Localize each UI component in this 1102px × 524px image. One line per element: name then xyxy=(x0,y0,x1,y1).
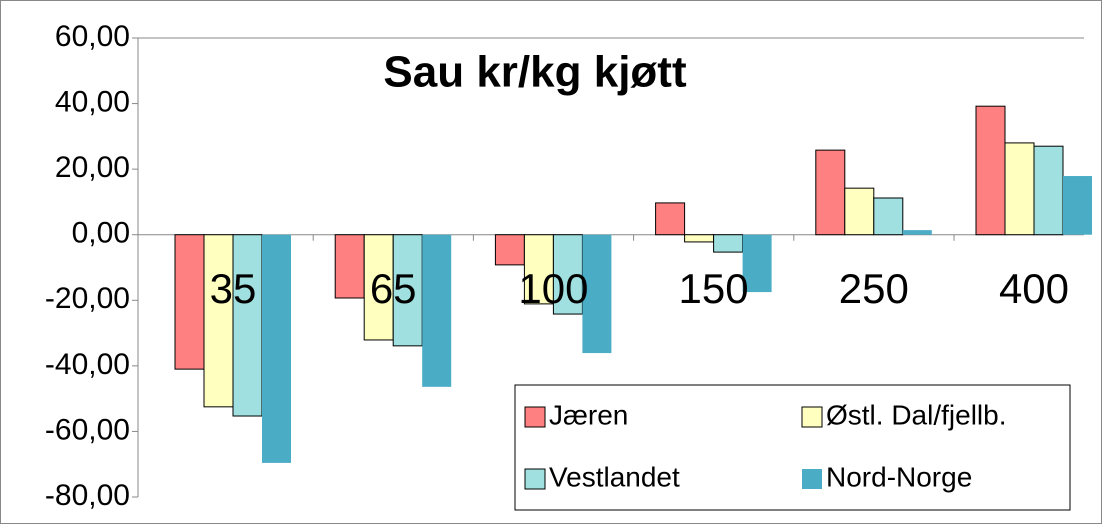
bar xyxy=(174,234,205,370)
y-tick-label: -20,00 xyxy=(45,282,130,315)
legend-label: Nord-Norge xyxy=(826,461,972,492)
x-tick-label: 150 xyxy=(679,265,749,312)
x-tick-label: 100 xyxy=(518,265,588,312)
bar xyxy=(1033,145,1064,236)
legend-label: Vestlandet xyxy=(549,461,680,492)
bar xyxy=(262,234,291,463)
bar xyxy=(713,234,744,253)
bar xyxy=(523,234,554,305)
x-tick-label: 65 xyxy=(370,265,417,312)
bar xyxy=(742,234,772,293)
bar xyxy=(232,234,263,417)
bar xyxy=(1004,142,1035,236)
x-tick-label: 250 xyxy=(839,265,909,312)
bar xyxy=(1063,176,1092,235)
y-tick-label: 40,00 xyxy=(55,85,130,118)
legend-swatch xyxy=(801,406,823,428)
bar xyxy=(203,234,234,408)
y-tick-label: 60,00 xyxy=(55,20,130,53)
legend-label: Østl. Dal/fjellb. xyxy=(826,399,1007,430)
bar xyxy=(975,105,1006,236)
chart-title: Sau kr/kg kjøtt xyxy=(383,48,687,97)
legend-swatch xyxy=(524,406,546,428)
bar xyxy=(684,234,715,243)
bar xyxy=(873,197,904,236)
y-tick-label: -80,00 xyxy=(45,479,130,512)
bar xyxy=(552,234,583,315)
legend-swatch xyxy=(802,469,822,489)
x-tick-label: 400 xyxy=(999,265,1069,312)
bar xyxy=(363,234,394,341)
bar xyxy=(655,202,686,236)
bar xyxy=(582,234,612,354)
bar xyxy=(422,234,452,387)
x-tick-label: 35 xyxy=(210,265,257,312)
bar xyxy=(494,234,525,266)
legend-box xyxy=(514,384,1071,511)
bar xyxy=(334,234,365,299)
y-tick-label: -60,00 xyxy=(45,413,130,446)
bar xyxy=(392,234,423,347)
legend-label: Jæren xyxy=(549,399,628,430)
legend-swatch xyxy=(524,468,546,490)
y-tick-label: 20,00 xyxy=(55,151,130,184)
y-tick-label: -40,00 xyxy=(45,348,130,381)
bar xyxy=(902,230,932,235)
bar xyxy=(815,149,846,236)
bar xyxy=(844,187,875,236)
y-tick-label: 0,00 xyxy=(72,217,130,250)
